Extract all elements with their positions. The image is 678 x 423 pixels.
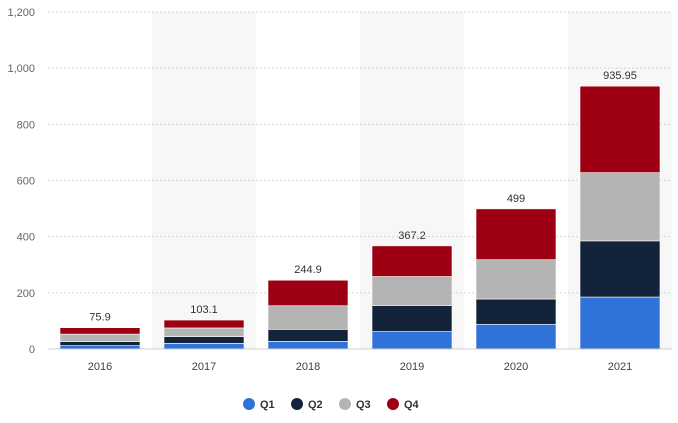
total-label-2018: 244.9 <box>294 264 322 276</box>
y-tick-label: 200 <box>17 288 35 300</box>
legend: Q1 Q2 Q3 Q4 <box>243 398 420 411</box>
legend-item-q1[interactable]: Q1 <box>243 398 275 411</box>
y-tick-label: 400 <box>17 232 35 244</box>
bar-segment-q1-2020[interactable] <box>475 323 557 350</box>
bar-segment-q3-2021[interactable] <box>579 172 661 242</box>
bar-segment-q4-2018[interactable] <box>267 279 349 307</box>
x-tick-label: 2021 <box>608 361 632 373</box>
y-axis: 0 200 400 600 800 1,000 1,200 <box>7 7 35 356</box>
bar-segment-q2-2020[interactable] <box>475 298 557 325</box>
bar-segment-q4-2017[interactable] <box>163 319 245 329</box>
x-tick-label: 2018 <box>296 361 320 373</box>
bar-segment-q2-2017[interactable] <box>163 336 245 344</box>
bar-segment-q2-2018[interactable] <box>267 329 349 342</box>
legend-label: Q1 <box>260 399 275 411</box>
bar-segment-q1-2017[interactable] <box>163 343 245 350</box>
total-label-2019: 367.2 <box>398 230 426 242</box>
bar-segment-q3-2016[interactable] <box>59 333 141 342</box>
y-tick-label: 1,200 <box>7 7 35 19</box>
y-tick-label: 600 <box>17 176 35 188</box>
bar-segment-q4-2020[interactable] <box>475 208 557 260</box>
total-label-2016: 75.9 <box>89 312 110 324</box>
bar-segment-q4-2019[interactable] <box>371 245 453 277</box>
legend-label: Q4 <box>404 399 420 411</box>
x-tick-label: 2017 <box>192 361 216 373</box>
legend-item-q3[interactable]: Q3 <box>339 398 371 411</box>
bar-segment-q3-2019[interactable] <box>371 276 453 306</box>
legend-swatch <box>243 398 255 410</box>
gridlines <box>48 11 672 294</box>
bar-segment-q2-2021[interactable] <box>579 240 661 298</box>
x-tick-label: 2016 <box>88 361 112 373</box>
bars <box>59 85 661 350</box>
legend-label: Q3 <box>356 399 371 411</box>
bar-segment-q1-2021[interactable] <box>579 296 661 350</box>
legend-swatch <box>291 398 303 410</box>
y-tick-label: 1,000 <box>7 63 35 75</box>
legend-item-q2[interactable]: Q2 <box>291 398 323 411</box>
x-tick-label: 2020 <box>504 361 528 373</box>
total-label-2020: 499 <box>507 193 525 205</box>
y-tick-label: 0 <box>29 344 35 356</box>
legend-swatch <box>387 398 399 410</box>
legend-item-q4[interactable]: Q4 <box>387 398 420 411</box>
bar-segment-q3-2018[interactable] <box>267 305 349 330</box>
bar-segment-q2-2019[interactable] <box>371 305 453 332</box>
y-tick-label: 800 <box>17 119 35 131</box>
total-labels: 75.9 103.1 244.9 367.2 499 935.95 <box>89 70 637 324</box>
bar-segment-q1-2019[interactable] <box>371 331 453 350</box>
x-tick-label: 2019 <box>400 361 424 373</box>
bar-segment-q3-2020[interactable] <box>475 259 557 300</box>
total-label-2017: 103.1 <box>190 304 218 316</box>
legend-swatch <box>339 398 351 410</box>
bar-segment-q4-2021[interactable] <box>579 85 661 173</box>
bar-segment-q4-2016[interactable] <box>59 327 141 335</box>
x-axis: 2016 2017 2018 2019 2020 2021 <box>48 348 672 373</box>
bar-segment-q1-2018[interactable] <box>267 341 349 350</box>
bar-segment-q2-2016[interactable] <box>59 341 141 346</box>
legend-label: Q2 <box>308 399 323 411</box>
bar-segment-q3-2017[interactable] <box>163 327 245 337</box>
bar-segment-q1-2016[interactable] <box>59 345 141 350</box>
total-label-2021: 935.95 <box>603 70 637 82</box>
